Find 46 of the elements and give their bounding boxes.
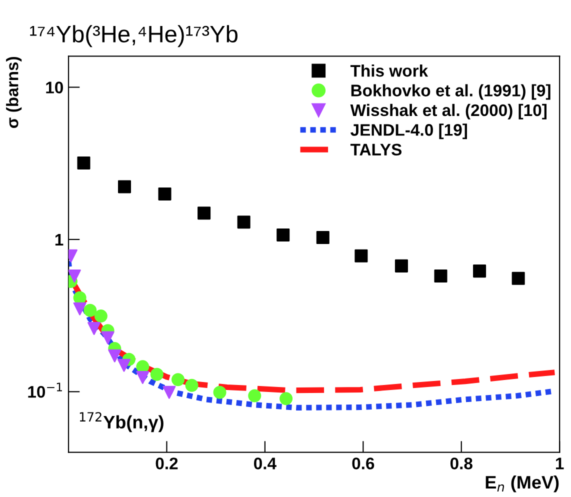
y-tick-label: 10$^{−1}$ — [28, 382, 62, 398]
point — [118, 180, 132, 194]
point — [198, 206, 211, 220]
point — [150, 368, 164, 381]
point — [276, 228, 290, 242]
x-tick-label: 1 — [556, 458, 564, 470]
point — [94, 310, 108, 323]
legend-label: Bokhovko et al. (1991) [9] — [351, 84, 550, 100]
x-tick-label: 0.6 — [352, 458, 374, 470]
x-axis-title: E$_{n}$ (MeV) — [486, 475, 559, 492]
legend-label: JENDL-4.0 [19] — [350, 124, 467, 140]
point — [84, 304, 97, 317]
point — [77, 156, 90, 170]
point — [185, 378, 198, 392]
point — [73, 302, 86, 316]
legend-label: Wisshak et al. (2000) [10] — [350, 104, 547, 120]
point — [316, 231, 330, 244]
point — [88, 322, 101, 336]
point — [237, 216, 250, 229]
point — [73, 291, 86, 304]
annotation: $^{172}$Yb(n,γ) — [80, 412, 164, 432]
point — [158, 187, 172, 200]
y-tick-label: 10 — [46, 82, 63, 94]
point — [68, 270, 81, 283]
y-tick-label: 1 — [55, 234, 64, 246]
x-tick-label: 0.4 — [254, 458, 276, 470]
point — [473, 264, 486, 278]
point — [162, 386, 176, 399]
point — [213, 386, 226, 399]
point — [248, 389, 262, 402]
legend-label: This work — [350, 64, 428, 77]
point — [512, 272, 525, 285]
legend-label: TALYS — [350, 144, 402, 156]
point — [118, 358, 131, 372]
point — [280, 392, 293, 406]
point — [108, 349, 122, 362]
point — [101, 331, 114, 344]
point — [354, 249, 368, 262]
chart-title: ¹⁷⁴Yb(³He,⁴He)¹⁷³Yb — [30, 25, 238, 48]
x-tick-label: 0.2 — [156, 458, 178, 470]
point — [434, 270, 448, 283]
point — [136, 370, 150, 384]
point — [172, 373, 185, 386]
y-axis-title: σ (barns) — [6, 56, 22, 128]
point — [394, 259, 408, 272]
x-tick-label: 0.8 — [450, 458, 472, 470]
